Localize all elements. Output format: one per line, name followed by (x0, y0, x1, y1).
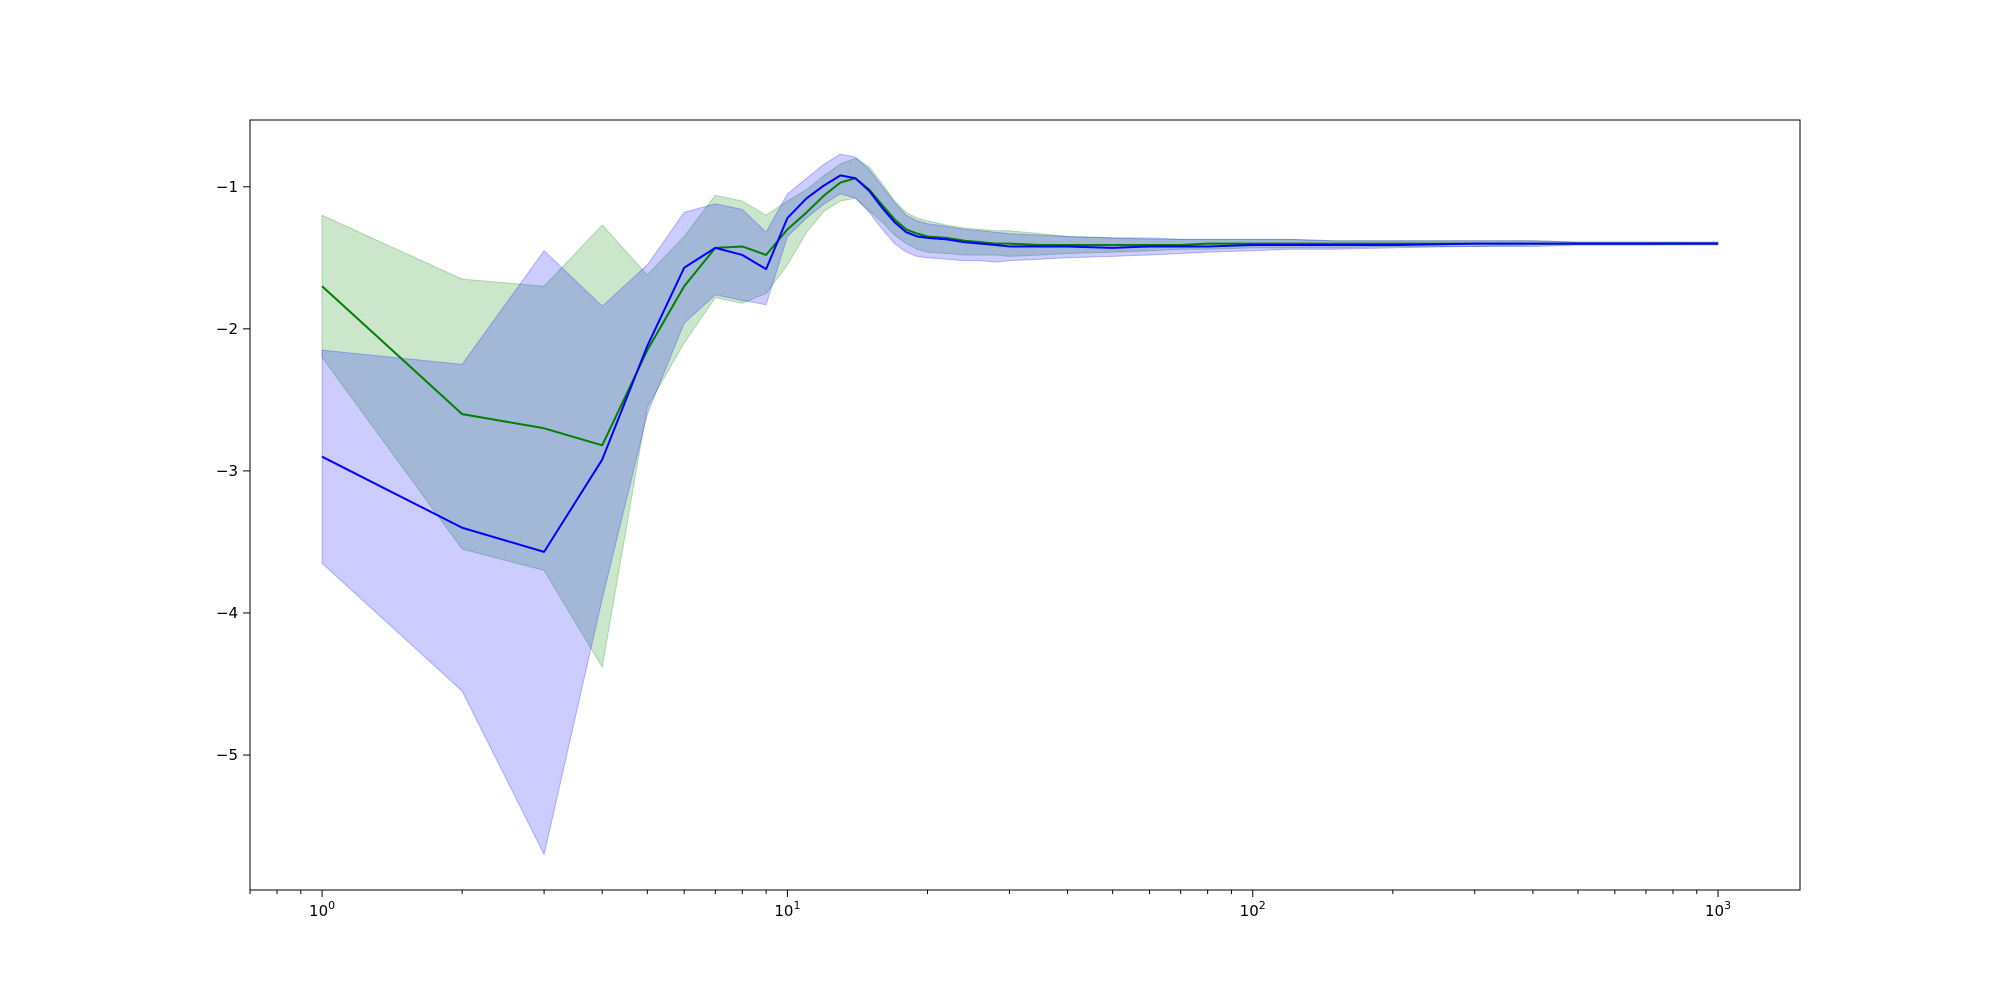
y-tick-label: −5 (216, 746, 238, 764)
x-tick-label: 100 (309, 899, 335, 920)
series-lines (321, 174, 1719, 553)
series-1-line (321, 177, 1719, 447)
x-tick-label: 102 (1240, 899, 1266, 920)
y-tick-label: −3 (216, 462, 238, 480)
x-axis: 100 101 102 103 (249, 890, 1731, 920)
series-2-line (321, 174, 1719, 553)
plot-area (250, 120, 1800, 890)
y-tick-label: −2 (216, 320, 238, 338)
x-tick-label: 103 (1705, 899, 1731, 920)
x-tick-label: 101 (774, 899, 800, 920)
y-tick-label: −4 (216, 604, 238, 622)
series-2-band (321, 153, 1719, 856)
y-tick-label: −1 (216, 178, 238, 196)
y-axis: −1 −2 −3 −4 −5 (216, 178, 250, 764)
plot-frame (249, 119, 1801, 891)
